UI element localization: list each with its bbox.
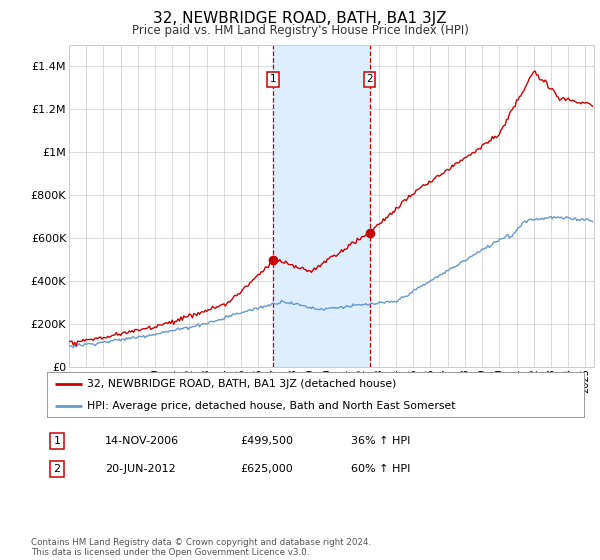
Text: 2: 2 (366, 74, 373, 84)
Text: £625,000: £625,000 (240, 464, 293, 474)
Text: Price paid vs. HM Land Registry's House Price Index (HPI): Price paid vs. HM Land Registry's House … (131, 24, 469, 37)
Text: 1: 1 (53, 436, 61, 446)
Text: Contains HM Land Registry data © Crown copyright and database right 2024.
This d: Contains HM Land Registry data © Crown c… (31, 538, 371, 557)
Text: 60% ↑ HPI: 60% ↑ HPI (351, 464, 410, 474)
Text: 36% ↑ HPI: 36% ↑ HPI (351, 436, 410, 446)
Text: 2: 2 (53, 464, 61, 474)
Text: HPI: Average price, detached house, Bath and North East Somerset: HPI: Average price, detached house, Bath… (87, 401, 455, 411)
Text: 1: 1 (270, 74, 277, 84)
Text: 32, NEWBRIDGE ROAD, BATH, BA1 3JZ: 32, NEWBRIDGE ROAD, BATH, BA1 3JZ (153, 11, 447, 26)
Bar (274, 45, 370, 367)
Text: 20-JUN-2012: 20-JUN-2012 (105, 464, 176, 474)
Text: £499,500: £499,500 (240, 436, 293, 446)
Text: 32, NEWBRIDGE ROAD, BATH, BA1 3JZ (detached house): 32, NEWBRIDGE ROAD, BATH, BA1 3JZ (detac… (87, 380, 397, 390)
Text: 14-NOV-2006: 14-NOV-2006 (105, 436, 179, 446)
